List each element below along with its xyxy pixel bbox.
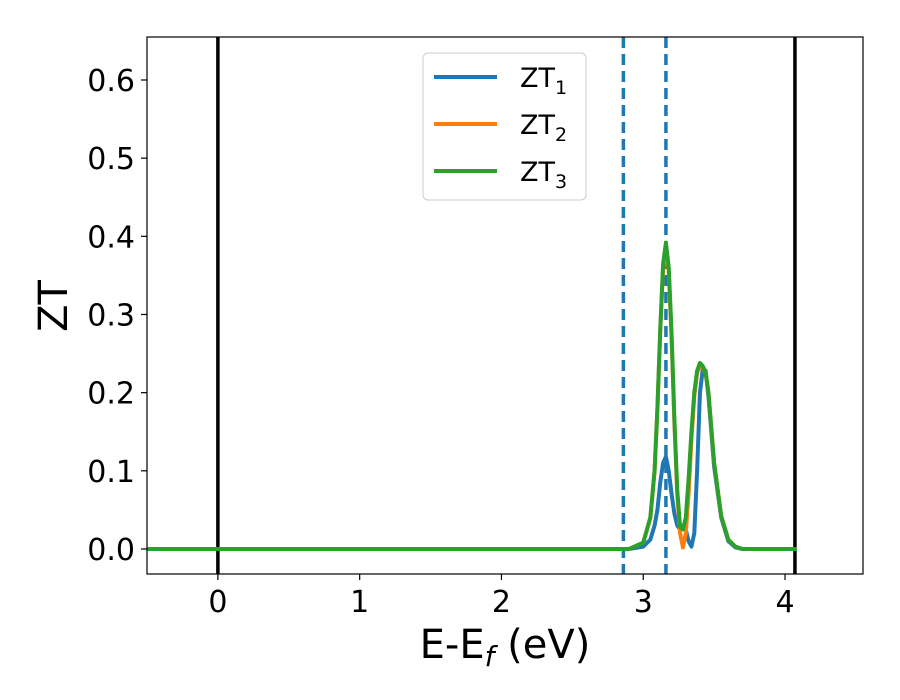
y-tick-label: 0.2 (87, 377, 135, 412)
x-tick-label: 1 (350, 585, 369, 620)
x-tick-label: 0 (208, 585, 227, 620)
plot-frame (146, 36, 864, 575)
x-axis-ticks: 0 1 2 3 4 (208, 574, 795, 620)
legend-label-zt1: ZT1 (520, 63, 567, 99)
x-tick-label: 4 (775, 585, 794, 620)
series-lines (147, 240, 797, 551)
y-tick-label: 0.3 (87, 298, 135, 333)
y-tick-label: 0.0 (87, 533, 135, 568)
x-axis-label: E-Ef (eV) (420, 622, 591, 673)
x-axis-label-suffix: (eV) (494, 622, 590, 668)
x-tick-label: 3 (634, 585, 653, 620)
legend: ZT1 ZT2 ZT3 (422, 52, 587, 201)
y-axis-label: ZT (31, 280, 77, 332)
y-tick-label: 0.5 (87, 142, 135, 177)
series-line-zt3 (147, 240, 797, 551)
x-tick-label: 2 (492, 585, 511, 620)
legend-label-zt2: ZT2 (520, 110, 567, 146)
y-axis-ticks: 0.0 0.1 0.2 0.3 0.4 0.5 0.6 (87, 64, 147, 568)
legend-box (422, 52, 587, 201)
legend-label-zt3: ZT3 (520, 157, 567, 193)
y-tick-label: 0.1 (87, 455, 135, 490)
y-tick-label: 0.4 (87, 220, 135, 255)
x-axis-label-main: E-E (420, 622, 485, 668)
y-tick-label: 0.6 (87, 64, 135, 99)
vertical-reference-lines (216, 37, 797, 574)
